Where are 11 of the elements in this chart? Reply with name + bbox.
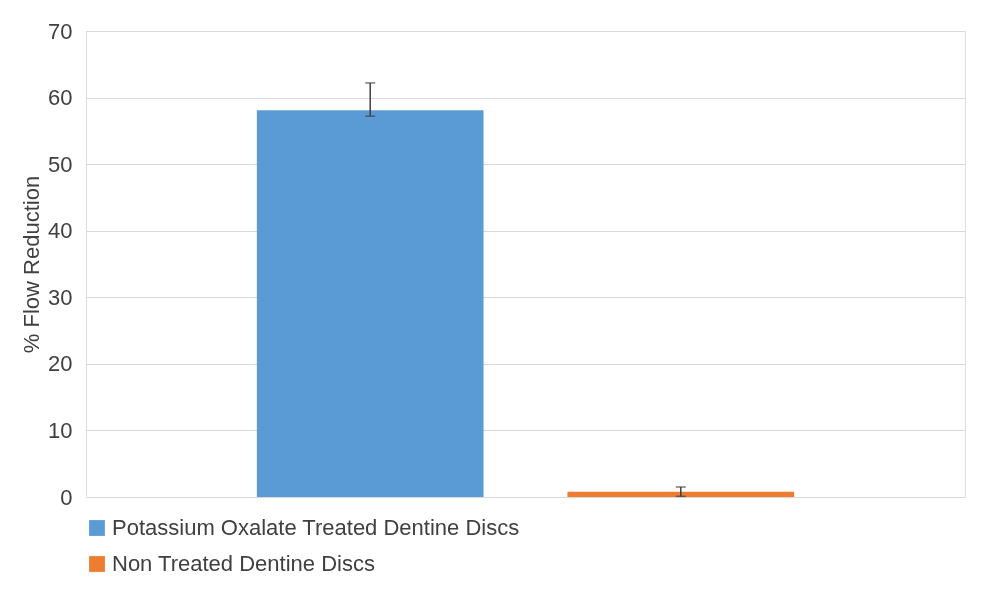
y-tick-label: 40 [48, 218, 73, 244]
legend-label: Potassium Oxalate Treated Dentine Discs [112, 515, 520, 540]
y-tick-label: 70 [48, 18, 73, 44]
y-tick-label: 20 [48, 351, 73, 377]
y-tick-label: 60 [48, 85, 73, 111]
y-axis-title: % Flow Reduction [19, 175, 45, 354]
y-tick-label: 30 [48, 284, 73, 310]
y-tick-label: 50 [48, 151, 73, 177]
y-tick-label: 0 [60, 484, 73, 510]
y-tick-label: 10 [48, 417, 73, 443]
legend-label: Non Treated Dentine Discs [112, 551, 375, 576]
